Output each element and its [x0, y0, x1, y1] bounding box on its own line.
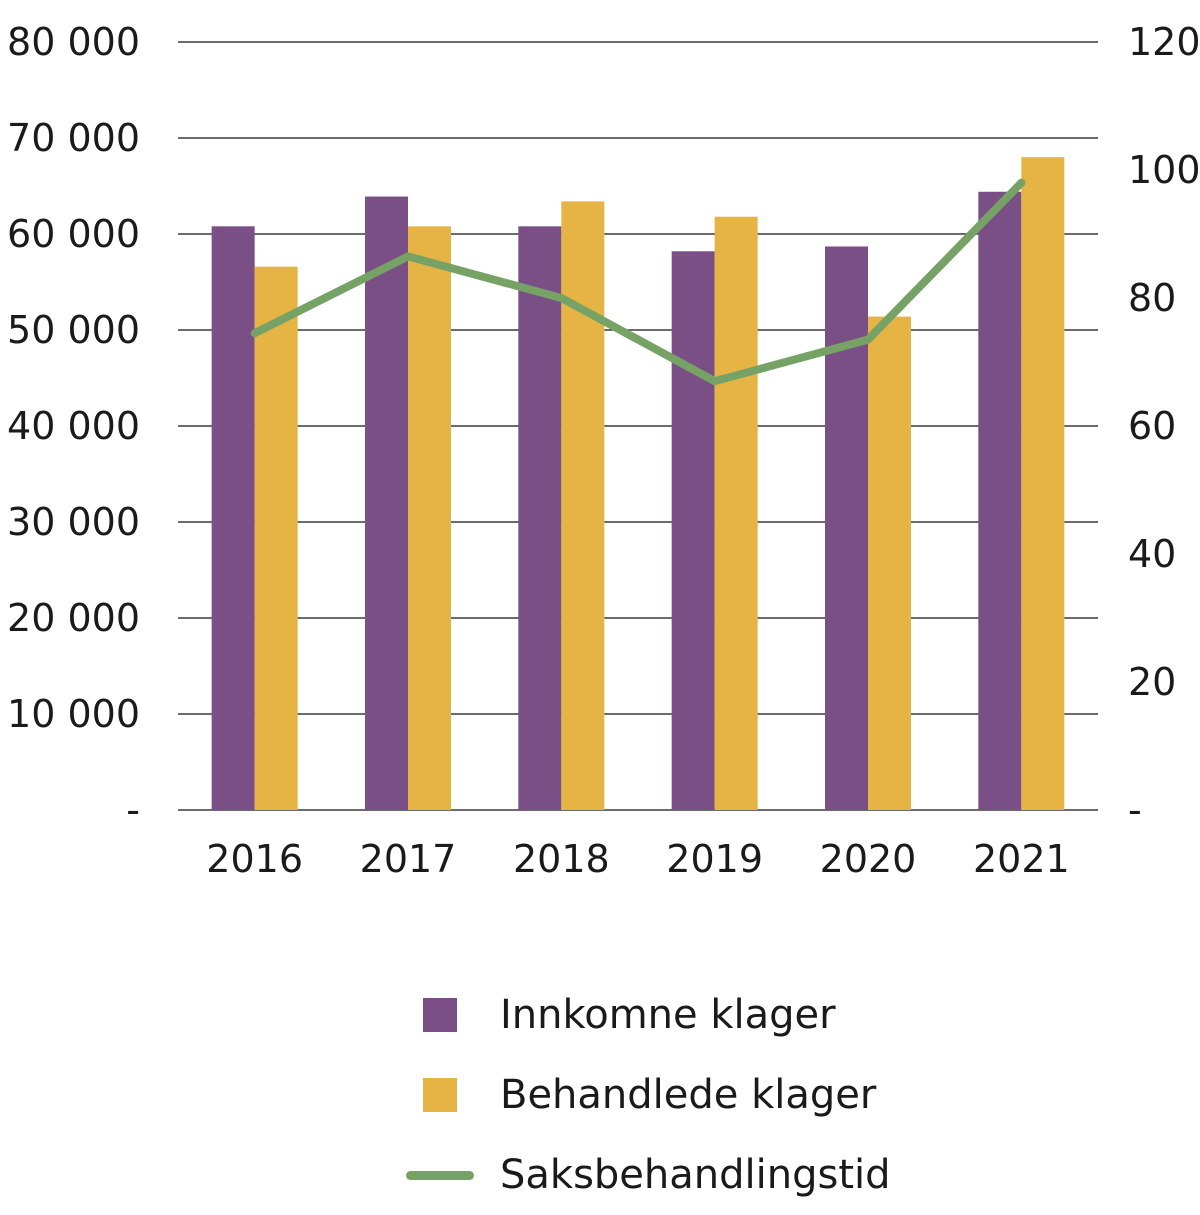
legend-swatch-innkomne — [423, 998, 457, 1032]
x-tick-label: 2019 — [666, 837, 763, 881]
y-left-tick-label: 30 000 — [7, 500, 140, 544]
gridlines — [178, 42, 1098, 810]
bar-behandlede-2021 — [1021, 157, 1064, 810]
bar-behandlede-2018 — [561, 201, 604, 810]
x-tick-label: 2021 — [973, 837, 1070, 881]
bar-behandlede-2016 — [255, 267, 298, 810]
y-left-tick-label: 80 000 — [7, 20, 140, 64]
bar-behandlede-2017 — [408, 226, 451, 810]
x-tick-label: 2020 — [820, 837, 917, 881]
y-left-tick-label: 50 000 — [7, 308, 140, 352]
legend-swatch-behandlede — [423, 1078, 457, 1112]
bar-innkomne-2018 — [518, 226, 561, 810]
y-left-tick-label: - — [126, 788, 140, 832]
y-left-tick-label: 20 000 — [7, 596, 140, 640]
y-left-tick-label: 10 000 — [7, 692, 140, 736]
legend-item-innkomne: Innkomne klager — [380, 975, 1180, 1055]
y-left-tick-label: 60 000 — [7, 212, 140, 256]
y-right-tick-label: 20 — [1128, 660, 1176, 704]
bar-innkomne-2017 — [365, 197, 408, 810]
legend: Innkomne klager Behandlede klager Saksbe… — [380, 975, 1180, 1215]
chart: - 10 000 20 000 30 000 40 000 50 000 60 000 70 … — [0, 0, 1200, 960]
bar-behandlede-2019 — [715, 217, 758, 810]
bars — [212, 157, 1065, 810]
y-right-tick-label: 80 — [1128, 276, 1176, 320]
y-right-tick-label: 40 — [1128, 532, 1176, 576]
y-axis-left: - 10 000 20 000 30 000 40 000 50 000 60 000 70 … — [7, 20, 140, 832]
y-right-tick-label: 120 — [1128, 20, 1200, 64]
x-tick-label: 2018 — [513, 837, 610, 881]
bar-innkomne-2021 — [978, 192, 1021, 810]
bar-behandlede-2020 — [868, 317, 911, 810]
x-tick-label: 2017 — [360, 837, 457, 881]
bar-innkomne-2019 — [672, 251, 715, 810]
y-left-tick-label: 70 000 — [7, 116, 140, 160]
x-axis: 2016 2017 2018 2019 2020 2021 — [206, 837, 1069, 881]
y-axis-right: - 20 40 60 80 100 120 — [1128, 20, 1200, 832]
legend-item-behandlede: Behandlede klager — [380, 1055, 1180, 1135]
y-left-tick-label: 40 000 — [7, 404, 140, 448]
legend-label-innkomne: Innkomne klager — [500, 992, 836, 1038]
y-right-tick-label: 60 — [1128, 404, 1176, 448]
bar-innkomne-2016 — [212, 226, 255, 810]
y-right-tick-label: 100 — [1128, 148, 1200, 192]
legend-item-saksbehandlingstid: Saksbehandlingstid — [380, 1135, 1180, 1215]
bar-innkomne-2020 — [825, 246, 868, 810]
x-tick-label: 2016 — [206, 837, 303, 881]
legend-swatch-saksbehandlingstid — [406, 1171, 474, 1180]
legend-label-saksbehandlingstid: Saksbehandlingstid — [500, 1152, 891, 1198]
y-right-tick-label: - — [1128, 788, 1142, 832]
legend-label-behandlede: Behandlede klager — [500, 1072, 876, 1118]
